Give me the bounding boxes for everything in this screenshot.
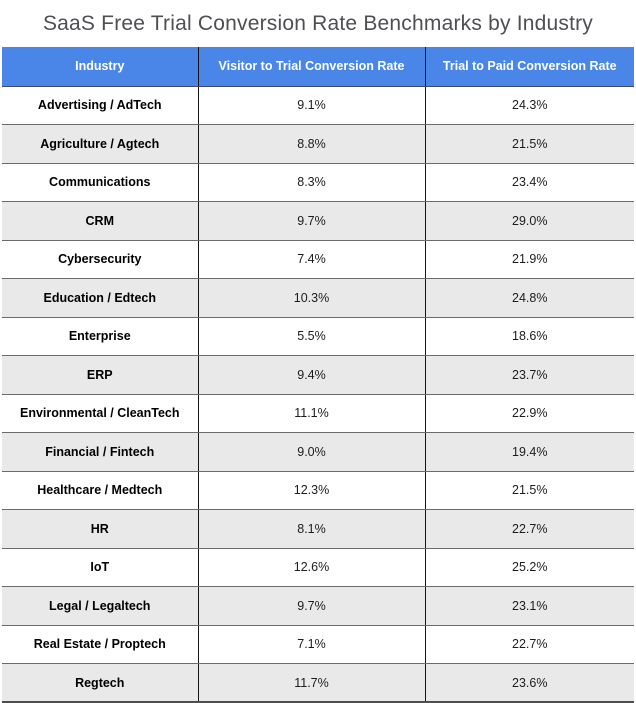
industry-cell: Regtech bbox=[2, 663, 198, 703]
trial-to-paid-rate-cell: 21.9% bbox=[424, 240, 634, 279]
visitor-to-trial-rate-cell: 9.7% bbox=[197, 586, 425, 626]
industry-cell: Healthcare / Medtech bbox=[2, 471, 198, 510]
visitor-to-trial-rate-cell: 7.1% bbox=[197, 625, 425, 664]
visitor-to-trial-rate-cell: 9.7% bbox=[197, 201, 425, 241]
trial-to-paid-rate-cell: 22.7% bbox=[424, 509, 634, 549]
table-row: Legal / Legaltech 9.7% 23.1% bbox=[2, 586, 634, 626]
trial-to-paid-rate-cell: 22.9% bbox=[424, 394, 634, 433]
visitor-to-trial-rate-cell: 8.8% bbox=[197, 124, 425, 164]
visitor-to-trial-rate-cell: 8.1% bbox=[197, 509, 425, 549]
trial-to-paid-rate-cell: 23.4% bbox=[424, 163, 634, 202]
industry-cell: Environmental / CleanTech bbox=[2, 394, 198, 433]
table-body: Advertising / AdTech 9.1% 24.3% Agricult… bbox=[2, 86, 634, 703]
visitor-to-trial-rate-cell: 5.5% bbox=[197, 317, 425, 356]
visitor-to-trial-rate-cell: 10.3% bbox=[197, 278, 425, 318]
benchmark-table: Industry Visitor to Trial Conversion Rat… bbox=[2, 47, 634, 703]
table-row: HR 8.1% 22.7% bbox=[2, 509, 634, 549]
table-row: Agriculture / Agtech 8.8% 21.5% bbox=[2, 124, 634, 164]
table-row: Environmental / CleanTech 11.1% 22.9% bbox=[2, 394, 634, 433]
column-header-visitor-to-trial-rate: Visitor to Trial Conversion Rate bbox=[197, 47, 425, 87]
trial-to-paid-rate-cell: 19.4% bbox=[424, 432, 634, 472]
industry-cell: Financial / Fintech bbox=[2, 432, 198, 472]
industry-cell: Real Estate / Proptech bbox=[2, 625, 198, 664]
table-row: Real Estate / Proptech 7.1% 22.7% bbox=[2, 625, 634, 664]
industry-cell: Communications bbox=[2, 163, 198, 202]
visitor-to-trial-rate-cell: 7.4% bbox=[197, 240, 425, 279]
trial-to-paid-rate-cell: 25.2% bbox=[424, 548, 634, 587]
table-row: Communications 8.3% 23.4% bbox=[2, 163, 634, 202]
header-row: Industry Visitor to Trial Conversion Rat… bbox=[2, 47, 634, 87]
trial-to-paid-rate-cell: 29.0% bbox=[424, 201, 634, 241]
visitor-to-trial-rate-cell: 8.3% bbox=[197, 163, 425, 202]
page-title: SaaS Free Trial Conversion Rate Benchmar… bbox=[42, 11, 594, 35]
visitor-to-trial-rate-cell: 11.1% bbox=[197, 394, 425, 433]
visitor-to-trial-rate-cell: 11.7% bbox=[197, 663, 425, 703]
trial-to-paid-rate-cell: 23.6% bbox=[424, 663, 634, 703]
table-row: Advertising / AdTech 9.1% 24.3% bbox=[2, 86, 634, 125]
visitor-to-trial-rate-cell: 9.1% bbox=[197, 86, 425, 125]
table-row: Financial / Fintech 9.0% 19.4% bbox=[2, 432, 634, 472]
visitor-to-trial-rate-cell: 12.3% bbox=[197, 471, 425, 510]
industry-cell: Cybersecurity bbox=[2, 240, 198, 279]
industry-cell: Advertising / AdTech bbox=[2, 86, 198, 125]
table-row: Education / Edtech 10.3% 24.8% bbox=[2, 278, 634, 318]
industry-cell: Legal / Legaltech bbox=[2, 586, 198, 626]
trial-to-paid-rate-cell: 21.5% bbox=[424, 471, 634, 510]
visitor-to-trial-rate-cell: 9.0% bbox=[197, 432, 425, 472]
table-row: Cybersecurity 7.4% 21.9% bbox=[2, 240, 634, 279]
table-row: IoT 12.6% 25.2% bbox=[2, 548, 634, 587]
industry-cell: IoT bbox=[2, 548, 198, 587]
trial-to-paid-rate-cell: 24.8% bbox=[424, 278, 634, 318]
trial-to-paid-rate-cell: 23.1% bbox=[424, 586, 634, 626]
table-row: ERP 9.4% 23.7% bbox=[2, 355, 634, 395]
trial-to-paid-rate-cell: 21.5% bbox=[424, 124, 634, 164]
table-container: Industry Visitor to Trial Conversion Rat… bbox=[2, 47, 634, 703]
trial-to-paid-rate-cell: 18.6% bbox=[424, 317, 634, 356]
table-row: Regtech 11.7% 23.6% bbox=[2, 663, 634, 703]
industry-cell: HR bbox=[2, 509, 198, 549]
column-header-industry: Industry bbox=[2, 47, 198, 87]
industry-cell: Enterprise bbox=[2, 317, 198, 356]
industry-cell: ERP bbox=[2, 355, 198, 395]
table-header: Industry Visitor to Trial Conversion Rat… bbox=[2, 47, 634, 87]
trial-to-paid-rate-cell: 22.7% bbox=[424, 625, 634, 664]
trial-to-paid-rate-cell: 23.7% bbox=[424, 355, 634, 395]
visitor-to-trial-rate-cell: 12.6% bbox=[197, 548, 425, 587]
table-row: CRM 9.7% 29.0% bbox=[2, 201, 634, 241]
table-row: Enterprise 5.5% 18.6% bbox=[2, 317, 634, 356]
trial-to-paid-rate-cell: 24.3% bbox=[424, 86, 634, 125]
industry-cell: Agriculture / Agtech bbox=[2, 124, 198, 164]
visitor-to-trial-rate-cell: 9.4% bbox=[197, 355, 425, 395]
table-row: Healthcare / Medtech 12.3% 21.5% bbox=[2, 471, 634, 510]
industry-cell: Education / Edtech bbox=[2, 278, 198, 318]
column-header-trial-to-paid-rate: Trial to Paid Conversion Rate bbox=[424, 47, 634, 87]
industry-cell: CRM bbox=[2, 201, 198, 241]
